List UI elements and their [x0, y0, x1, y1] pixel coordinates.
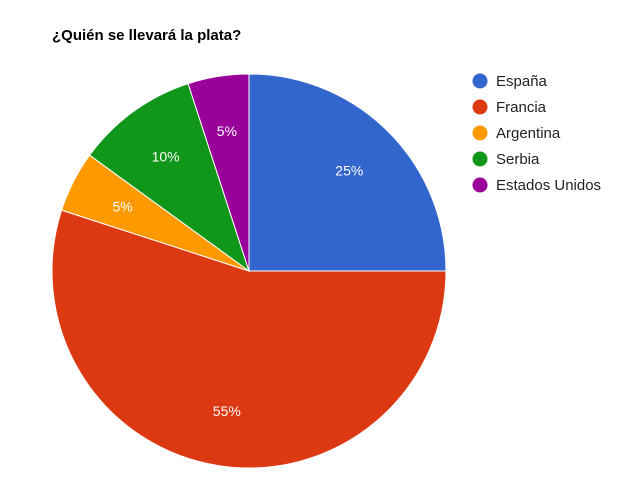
legend-marker-2 [472, 99, 488, 115]
chart-title: ¿Quién se llevará la plata? [52, 27, 242, 44]
legend-marker-5 [472, 177, 488, 193]
legend-label-3: Argentina [496, 125, 561, 142]
legend-label-1: España [496, 73, 548, 90]
slice-label-1: 25% [335, 163, 363, 179]
legend-label-5: Estados Unidos [496, 177, 601, 194]
pie-slices [51, 73, 447, 469]
slice-label-5: 5% [217, 123, 237, 139]
legend: España Francia Argentina Serbia Estados Unid… [472, 73, 601, 194]
slice-label-3: 5% [113, 199, 133, 215]
legend-marker-3 [472, 125, 488, 141]
legend-marker-4 [472, 151, 488, 167]
slice-label-2: 55% [213, 403, 241, 419]
legend-label-2: Francia [496, 99, 547, 116]
slice-label-4: 10% [152, 148, 180, 164]
legend-label-4: Serbia [496, 151, 540, 168]
legend-marker-1 [472, 73, 488, 89]
pie-slice-2 [51, 209, 447, 469]
pie-slice-labels: 25% 55% 5% 10% 5% [113, 123, 364, 419]
pie-slice-5 [187, 73, 250, 272]
pie-slice-1 [248, 73, 447, 272]
pie-slice-4 [88, 83, 250, 273]
